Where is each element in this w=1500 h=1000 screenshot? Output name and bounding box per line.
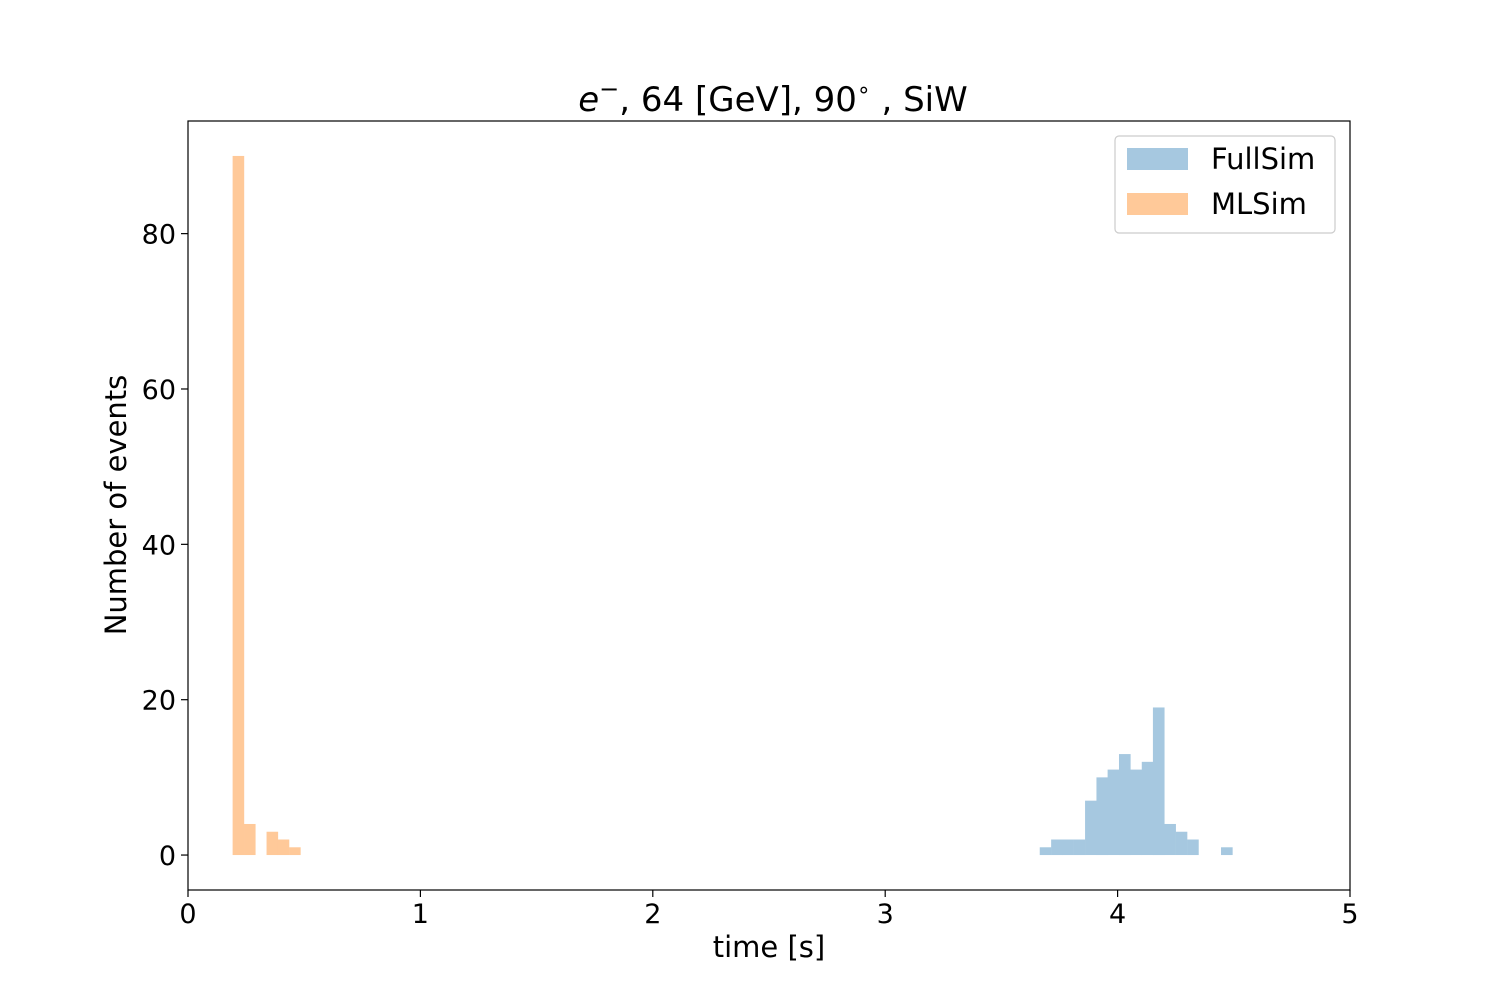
x-axis-label: time [s] [713, 930, 825, 964]
x-tick-label: 4 [1109, 899, 1126, 930]
title-particle: e [578, 80, 599, 120]
bar-fullsim-10 [1152, 707, 1165, 856]
histogram-bars [232, 155, 1233, 856]
y-axis-ticks: 0 20 40 60 80 [142, 220, 188, 872]
bar-fullsim-0 [1039, 847, 1052, 856]
title-charge: − [599, 75, 619, 103]
bar-fullsim-7 [1118, 754, 1131, 856]
bar-fullsim-12 [1175, 831, 1188, 856]
legend: FullSim MLSim [1114, 135, 1336, 234]
legend-swatch-fullsim [1127, 148, 1188, 170]
y-tick-label: 20 [142, 686, 176, 717]
bar-fullsim-6 [1107, 769, 1120, 856]
y-tick-label: 40 [142, 530, 176, 561]
bar-fullsim-8 [1130, 769, 1143, 856]
bar-mlsim-3 [266, 831, 279, 856]
y-axis-label: Number of events [99, 375, 133, 636]
title-energy-angle: , 64 [GeV], 90 [619, 80, 857, 120]
plot-frame [187, 120, 1351, 891]
title-degree: ∘ [857, 78, 871, 103]
bar-fullsim-11 [1164, 823, 1176, 856]
x-tick-label: 5 [1341, 899, 1358, 930]
legend-label-fullsim: FullSim [1211, 142, 1315, 176]
bar-mlsim-4 [277, 839, 290, 856]
bar-fullsim-16 [1221, 847, 1233, 856]
title-suffix: , SiW [871, 80, 968, 120]
legend-swatch-mlsim [1127, 193, 1188, 215]
bar-fullsim-2 [1062, 839, 1074, 856]
x-tick-label: 3 [877, 899, 894, 930]
x-tick-label: 2 [644, 899, 661, 930]
bar-fullsim-13 [1187, 839, 1199, 856]
chart-title: e−, 64 [GeV], 90∘ , SiW [578, 75, 968, 120]
bar-mlsim-0 [232, 155, 245, 856]
bar-fullsim-4 [1085, 800, 1097, 856]
y-tick-label: 80 [142, 220, 176, 251]
x-tick-label: 1 [412, 899, 429, 930]
bar-fullsim-5 [1096, 777, 1109, 856]
y-tick-label: 0 [159, 841, 176, 872]
legend-label-mlsim: MLSim [1211, 187, 1307, 221]
x-tick-label: 0 [179, 899, 196, 930]
bar-fullsim-1 [1051, 839, 1063, 856]
y-tick-label: 60 [142, 375, 176, 406]
bar-mlsim-5 [289, 847, 301, 856]
bar-fullsim-9 [1141, 761, 1154, 856]
bar-mlsim-1 [244, 823, 256, 856]
x-axis-ticks: 0 1 2 3 4 5 [179, 890, 1359, 930]
bar-fullsim-3 [1073, 839, 1086, 856]
